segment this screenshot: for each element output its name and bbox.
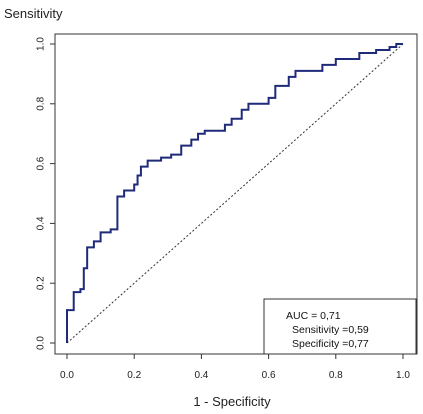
sensitivity-label: Sensitivity =0,59 <box>292 324 369 336</box>
x-tick-label: 0.8 <box>329 370 343 381</box>
y-axis: 0.0 0.2 0.4 0.6 0.8 1.0 <box>36 37 55 350</box>
y-tick-label: 0.6 <box>36 156 47 170</box>
x-tick-label: 0.0 <box>60 370 74 381</box>
x-tick-label: 0.2 <box>127 370 141 381</box>
x-axis: 0.0 0.2 0.4 0.6 0.8 1.0 <box>60 354 410 381</box>
y-tick-label: 1.0 <box>36 37 47 51</box>
y-tick-label: 0.4 <box>36 216 47 230</box>
y-tick-label: 0.0 <box>36 336 47 350</box>
x-tick-label: 1.0 <box>396 370 410 381</box>
x-tick-label: 0.4 <box>194 370 208 381</box>
plot-frame <box>54 33 418 355</box>
legend-frame <box>263 298 417 355</box>
reference-diagonal-line <box>66 43 404 344</box>
legend-box: AUC = 0,71 Sensitivity =0,59 Specificity… <box>263 298 417 355</box>
series-layer <box>66 43 404 344</box>
y-tick-label: 0.2 <box>36 276 47 290</box>
y-tick-label: 0.8 <box>36 96 47 110</box>
x-axis-title: 1 - Specificity <box>193 394 271 409</box>
auc-label: AUC = 0,71 <box>286 310 341 322</box>
specificity-label: Specificity =0,77 <box>292 338 369 350</box>
y-axis-title: Sensitivity <box>4 6 63 21</box>
roc-curve-line <box>66 43 403 343</box>
x-tick-label: 0.6 <box>262 370 276 381</box>
